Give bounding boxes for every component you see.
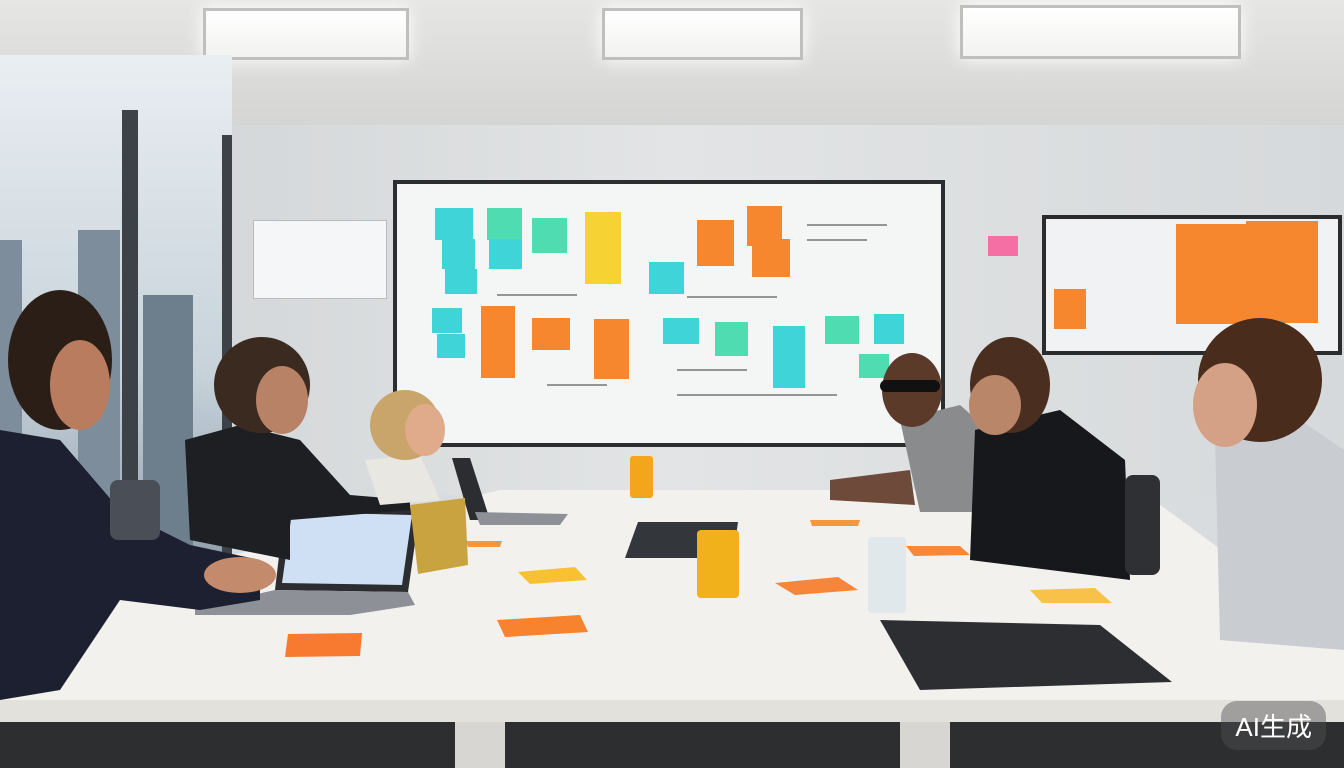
sticky-note [585,246,621,284]
juice-glass [630,456,653,498]
sticky-note [859,354,889,378]
sticky-note [585,212,621,246]
sticky-note [435,208,473,240]
bag [410,498,468,574]
whiteboard-screen [393,180,945,447]
office-chair [1125,475,1160,575]
notebook [880,620,1172,690]
sticky-note [532,218,567,253]
sticky-note [489,239,522,269]
handwriting [807,239,867,241]
person-woman-dark [185,337,410,560]
monitor-note [1176,224,1246,324]
sticky-note [442,239,475,269]
sticky-note [285,633,362,657]
sticky-note [594,319,629,379]
laptop-screen [452,458,490,520]
handwriting [677,369,747,371]
table-leg [455,722,505,768]
person-right-curly [1193,318,1344,650]
person-left-front [0,290,276,700]
sticky-note [810,520,860,526]
handwriting [687,296,777,298]
sticky-note [825,316,859,344]
water-glass [868,537,906,613]
office-chair [110,480,160,540]
handwriting [677,394,837,396]
ceiling-light [602,8,803,60]
table-leg [900,722,950,768]
sticky-note [466,541,502,547]
watermark-badge: AI生成 [1221,701,1326,750]
sticky-note [906,546,970,556]
sticky-note [1030,588,1112,603]
sticky-note [481,306,515,378]
person-woman-blonde [365,390,445,505]
sticky-note [715,322,748,356]
person-beard-black [969,337,1130,580]
sticky-note [437,334,465,358]
sticky-note [487,208,522,240]
handwriting [547,384,607,386]
monitor-note [1054,289,1086,329]
sticky-note [497,615,588,637]
handwriting [807,224,887,226]
wall-poster [253,220,387,299]
handwriting [497,294,577,296]
sticky-note [432,308,462,333]
table-edge [0,700,1344,722]
ceiling-light [203,8,409,60]
laptop-base [475,512,568,525]
sticky-note [518,567,587,584]
sticky-note [532,318,570,350]
sticky-note [752,239,790,277]
sticky-note [445,269,477,294]
sticky-note [663,318,699,344]
monitor-note [1246,221,1318,323]
sticky-note [775,577,858,595]
wall-sticky-note [988,236,1018,256]
sticky-note [649,262,684,294]
sticky-note [874,314,904,344]
ceiling-light [960,5,1241,59]
sticky-note [697,220,734,266]
juice-glass [697,530,739,598]
sticky-note [773,326,805,388]
